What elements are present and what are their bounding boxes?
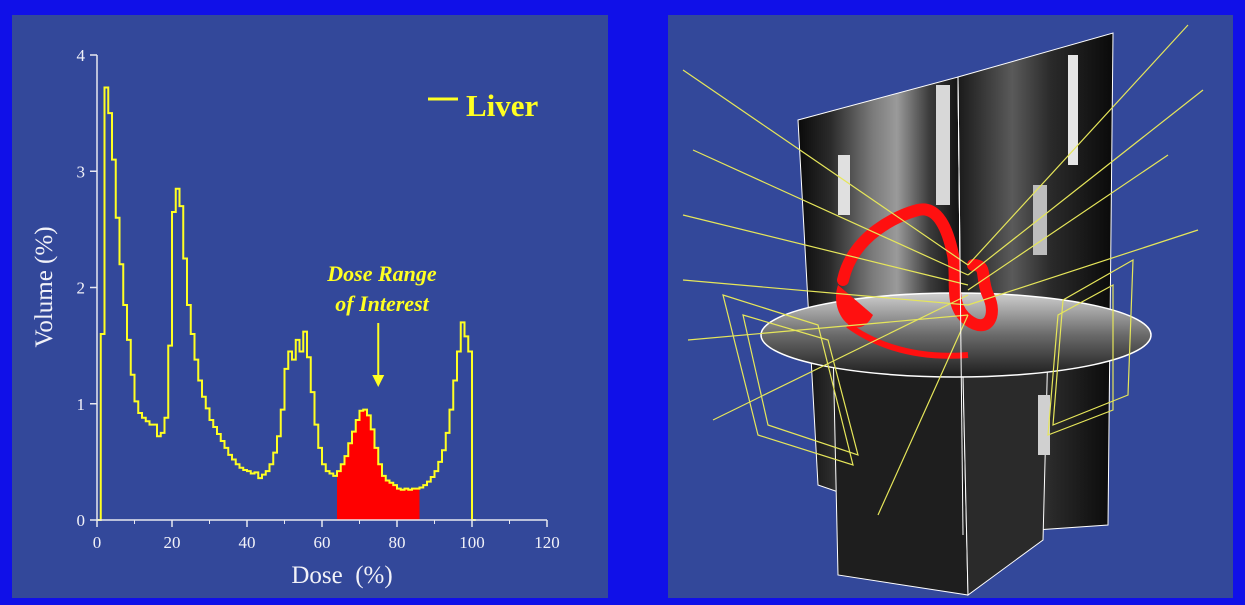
vessel bbox=[838, 155, 850, 215]
annotation-arrow bbox=[372, 323, 385, 387]
tumor-contour bbox=[837, 203, 998, 332]
annotation-line-1: Dose Range bbox=[326, 261, 437, 286]
series-line-liver bbox=[97, 86, 476, 521]
ct-volume-render-icon bbox=[682, 24, 1204, 596]
ticks-layer: 0 20 40 60 80 100 120 0 1 2 3 4 bbox=[77, 46, 560, 552]
annotation-line-2: of Interest bbox=[335, 291, 429, 316]
x-tick-label-120: 120 bbox=[534, 533, 560, 552]
y-tick-label-0: 0 bbox=[77, 511, 86, 530]
x-tick-label-0: 0 bbox=[93, 533, 102, 552]
y-tick-label-1: 1 bbox=[77, 395, 86, 414]
tumor-contour-blob bbox=[836, 285, 873, 328]
x-tick-label-80: 80 bbox=[389, 533, 406, 552]
y-tick-label-2: 2 bbox=[77, 279, 86, 298]
arrow-head bbox=[372, 375, 385, 387]
ct-render-panel bbox=[668, 15, 1233, 598]
y-axis-label: Volume (%) bbox=[31, 226, 58, 347]
vertical-edge bbox=[957, 76, 964, 536]
x-tick-label-60: 60 bbox=[314, 533, 331, 552]
legend-label-liver: Liver bbox=[466, 88, 539, 123]
vessel bbox=[1033, 185, 1047, 255]
x-tick-label-20: 20 bbox=[164, 533, 181, 552]
y-tick-label-4: 4 bbox=[77, 46, 86, 65]
vessel bbox=[936, 85, 950, 205]
vessel bbox=[1068, 55, 1078, 165]
x-tick-label-40: 40 bbox=[239, 533, 256, 552]
lower-slice-right bbox=[962, 344, 1049, 596]
vessel bbox=[1038, 395, 1050, 455]
y-tick-label-3: 3 bbox=[77, 162, 86, 181]
x-tick-label-100: 100 bbox=[459, 533, 485, 552]
legend: Liver bbox=[428, 88, 539, 123]
chart-panel: 0 20 40 60 80 100 120 0 1 2 3 4 Dose (%) Volume (%)… bbox=[12, 15, 608, 598]
dose-range-annotation: Dose Range of Interest bbox=[326, 261, 437, 387]
dose-volume-histogram-chart: 0 20 40 60 80 100 120 0 1 2 3 4 Dose (%) Volume (%)… bbox=[31, 46, 560, 589]
tumor-contour-lower bbox=[846, 322, 969, 359]
lower-slice bbox=[832, 344, 969, 596]
series-layer bbox=[97, 86, 476, 521]
x-axis-label: Dose (%) bbox=[291, 562, 392, 589]
beam-lines bbox=[682, 24, 1204, 516]
